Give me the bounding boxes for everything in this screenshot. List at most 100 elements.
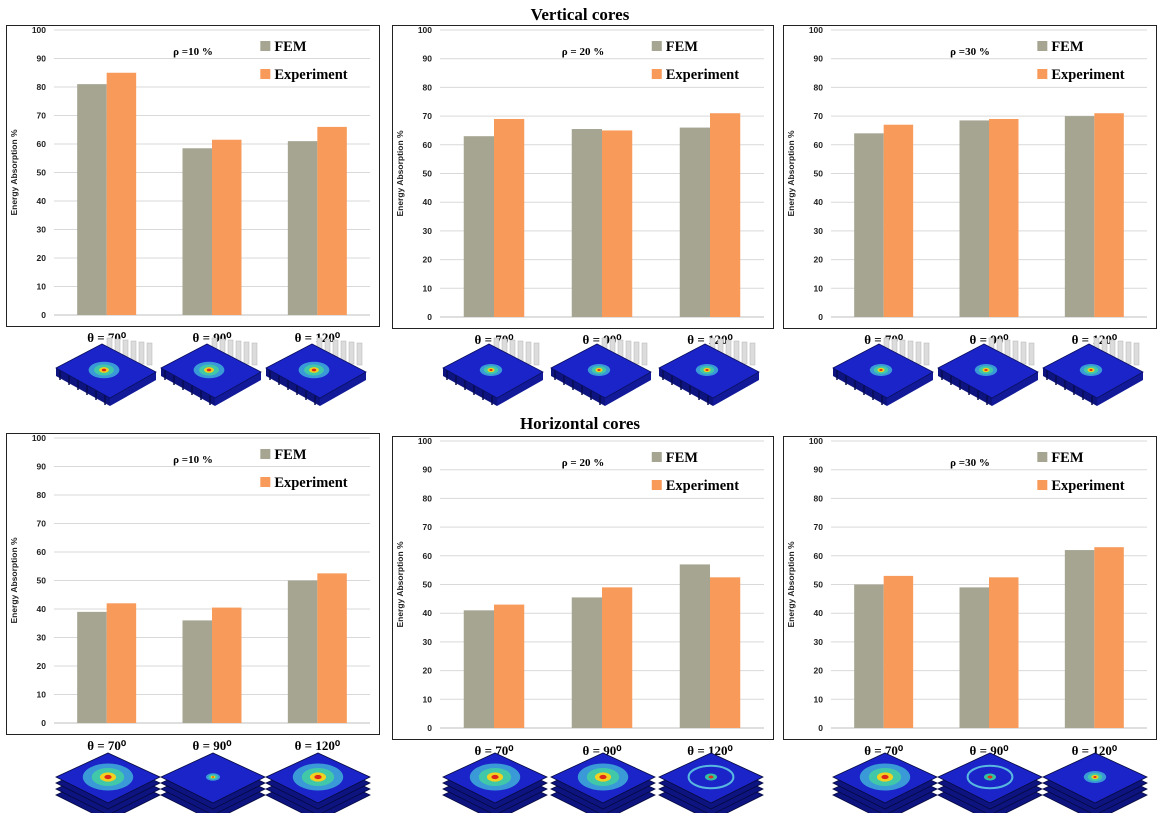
y-tick-label: 20 bbox=[814, 666, 824, 676]
category-label: θ = 120⁰ bbox=[1072, 743, 1118, 758]
y-tick-label: 80 bbox=[37, 490, 47, 500]
chart-panel: 0 10 20 30 40 50 60 70 80 90 100 Energy Absorption … bbox=[6, 433, 380, 753]
experiment-bar bbox=[602, 130, 633, 317]
experiment-bar bbox=[883, 124, 914, 318]
y-tick-label: 0 bbox=[41, 310, 46, 320]
y-tick-label: 80 bbox=[814, 82, 824, 92]
density-annotation: ρ =30 % bbox=[950, 457, 990, 469]
y-tick-label: 60 bbox=[814, 140, 824, 150]
simulation-thumbnail bbox=[1042, 337, 1145, 406]
y-axis-label: Energy Absorption % bbox=[786, 130, 796, 217]
y-tick-label: 60 bbox=[37, 547, 47, 557]
category-label: θ = 90⁰ bbox=[583, 743, 623, 758]
bar-chart: 0 10 20 30 40 50 60 70 80 90 100 Energy Absorption … bbox=[392, 25, 774, 329]
experiment-bar bbox=[710, 577, 741, 728]
chart-panel: 0 10 20 30 40 50 60 70 80 90 100 Energy Absorption … bbox=[783, 25, 1157, 347]
y-tick-label: 70 bbox=[423, 111, 433, 121]
fem-bar bbox=[679, 127, 710, 317]
y-tick-label: 70 bbox=[423, 522, 433, 532]
y-tick-label: 100 bbox=[418, 25, 432, 35]
y-tick-label: 100 bbox=[809, 436, 823, 446]
simulation-thumbnail bbox=[658, 752, 764, 813]
chart-panel: 0 10 20 30 40 50 60 70 80 90 100 Energy Absorption … bbox=[783, 436, 1157, 758]
category-labels: θ = 70⁰ θ = 90⁰ θ = 120⁰ bbox=[475, 743, 734, 758]
y-tick-label: 80 bbox=[37, 82, 47, 92]
y-tick-label: 0 bbox=[427, 312, 432, 322]
y-tick-label: 70 bbox=[814, 522, 824, 532]
simulation-thumbnail bbox=[265, 337, 368, 406]
simulation-thumbnail bbox=[54, 337, 157, 406]
legend-swatch bbox=[1037, 480, 1048, 490]
y-tick-label: 50 bbox=[423, 169, 433, 179]
bar-chart: 0 10 20 30 40 50 60 70 80 90 100 Energy Absorption … bbox=[6, 25, 380, 327]
y-tick-label: 30 bbox=[37, 633, 47, 643]
fem-bar bbox=[77, 84, 107, 316]
y-tick-label: 50 bbox=[37, 168, 47, 178]
experiment-bar bbox=[1094, 547, 1124, 728]
y-tick-label: 90 bbox=[423, 465, 433, 475]
y-tick-label: 40 bbox=[37, 196, 47, 206]
y-tick-label: 20 bbox=[37, 253, 47, 263]
y-tick-label: 90 bbox=[814, 54, 824, 64]
y-tick-label: 10 bbox=[37, 282, 47, 292]
y-tick-label: 10 bbox=[423, 694, 433, 704]
simulation-thumbnail bbox=[160, 337, 262, 406]
horizontal-cores-title: Horizontal cores bbox=[519, 414, 641, 433]
chart-panel: 0 10 20 30 40 50 60 70 80 90 100 Energy Absorption … bbox=[392, 25, 774, 347]
y-tick-label: 100 bbox=[32, 25, 46, 35]
category-label: θ = 70⁰ bbox=[864, 743, 904, 758]
y-axis-label: Energy Absorption % bbox=[395, 130, 405, 217]
legend-swatch bbox=[1037, 69, 1048, 79]
simulation-thumbnail bbox=[54, 752, 161, 813]
y-tick-label: 30 bbox=[423, 637, 433, 647]
experiment-bar bbox=[106, 603, 137, 723]
experiment-bar bbox=[602, 587, 633, 728]
fem-bar bbox=[854, 584, 884, 728]
y-tick-label: 60 bbox=[37, 139, 47, 149]
legend-swatch bbox=[651, 41, 662, 51]
experiment-bar bbox=[494, 604, 525, 728]
experiment-bar bbox=[883, 575, 914, 728]
y-axis-label: Energy Absorption % bbox=[395, 541, 405, 628]
density-annotation: ρ = 20 % bbox=[562, 46, 604, 58]
y-tick-label: 0 bbox=[818, 723, 823, 733]
fem-bar bbox=[287, 141, 318, 315]
y-tick-label: 50 bbox=[423, 580, 433, 590]
category-label: θ = 70⁰ bbox=[475, 743, 515, 758]
simulation-thumbnail bbox=[658, 337, 760, 406]
y-tick-label: 70 bbox=[814, 111, 824, 121]
y-tick-label: 20 bbox=[423, 666, 433, 676]
y-tick-label: 0 bbox=[818, 312, 823, 322]
simulation-thumbnail bbox=[442, 337, 544, 406]
simulation-thumbnail bbox=[550, 337, 652, 406]
y-tick-label: 80 bbox=[423, 82, 433, 92]
fem-bar bbox=[1064, 550, 1095, 728]
experiment-bar bbox=[212, 139, 242, 315]
experiment-bar bbox=[494, 118, 525, 317]
fem-bar bbox=[854, 133, 884, 317]
category-label: θ = 120⁰ bbox=[687, 743, 733, 758]
y-tick-label: 30 bbox=[37, 225, 47, 235]
experiment-bar bbox=[989, 577, 1019, 728]
bar-chart: 0 10 20 30 40 50 60 70 80 90 100 Energy Absorption … bbox=[392, 436, 774, 740]
fem-bar bbox=[959, 587, 989, 728]
category-label: θ = 70⁰ bbox=[87, 738, 127, 753]
legend-swatch bbox=[260, 41, 271, 51]
legend-swatch bbox=[260, 69, 271, 79]
y-tick-label: 10 bbox=[814, 694, 824, 704]
bar-chart: 0 10 20 30 40 50 60 70 80 90 100 Energy Absorption … bbox=[783, 436, 1157, 740]
bar-chart: 0 10 20 30 40 50 60 70 80 90 100 Energy Absorption … bbox=[6, 433, 380, 735]
chart-panel: 0 10 20 30 40 50 60 70 80 90 100 Energy Absorption … bbox=[392, 436, 774, 758]
y-tick-label: 60 bbox=[423, 551, 433, 561]
chart-panel: 0 10 20 30 40 50 60 70 80 90 100 Energy Absorption … bbox=[6, 25, 380, 345]
category-label: θ = 90⁰ bbox=[970, 743, 1010, 758]
y-tick-label: 50 bbox=[814, 169, 824, 179]
fem-bar bbox=[571, 129, 602, 317]
y-tick-label: 70 bbox=[37, 519, 47, 529]
density-annotation: ρ =10 % bbox=[173, 46, 213, 58]
simulation-thumbnail bbox=[442, 752, 548, 813]
y-tick-label: 30 bbox=[423, 226, 433, 236]
fem-bar bbox=[1064, 116, 1095, 317]
density-annotation: ρ =30 % bbox=[950, 46, 990, 58]
legend-label: FEM bbox=[1051, 39, 1084, 55]
